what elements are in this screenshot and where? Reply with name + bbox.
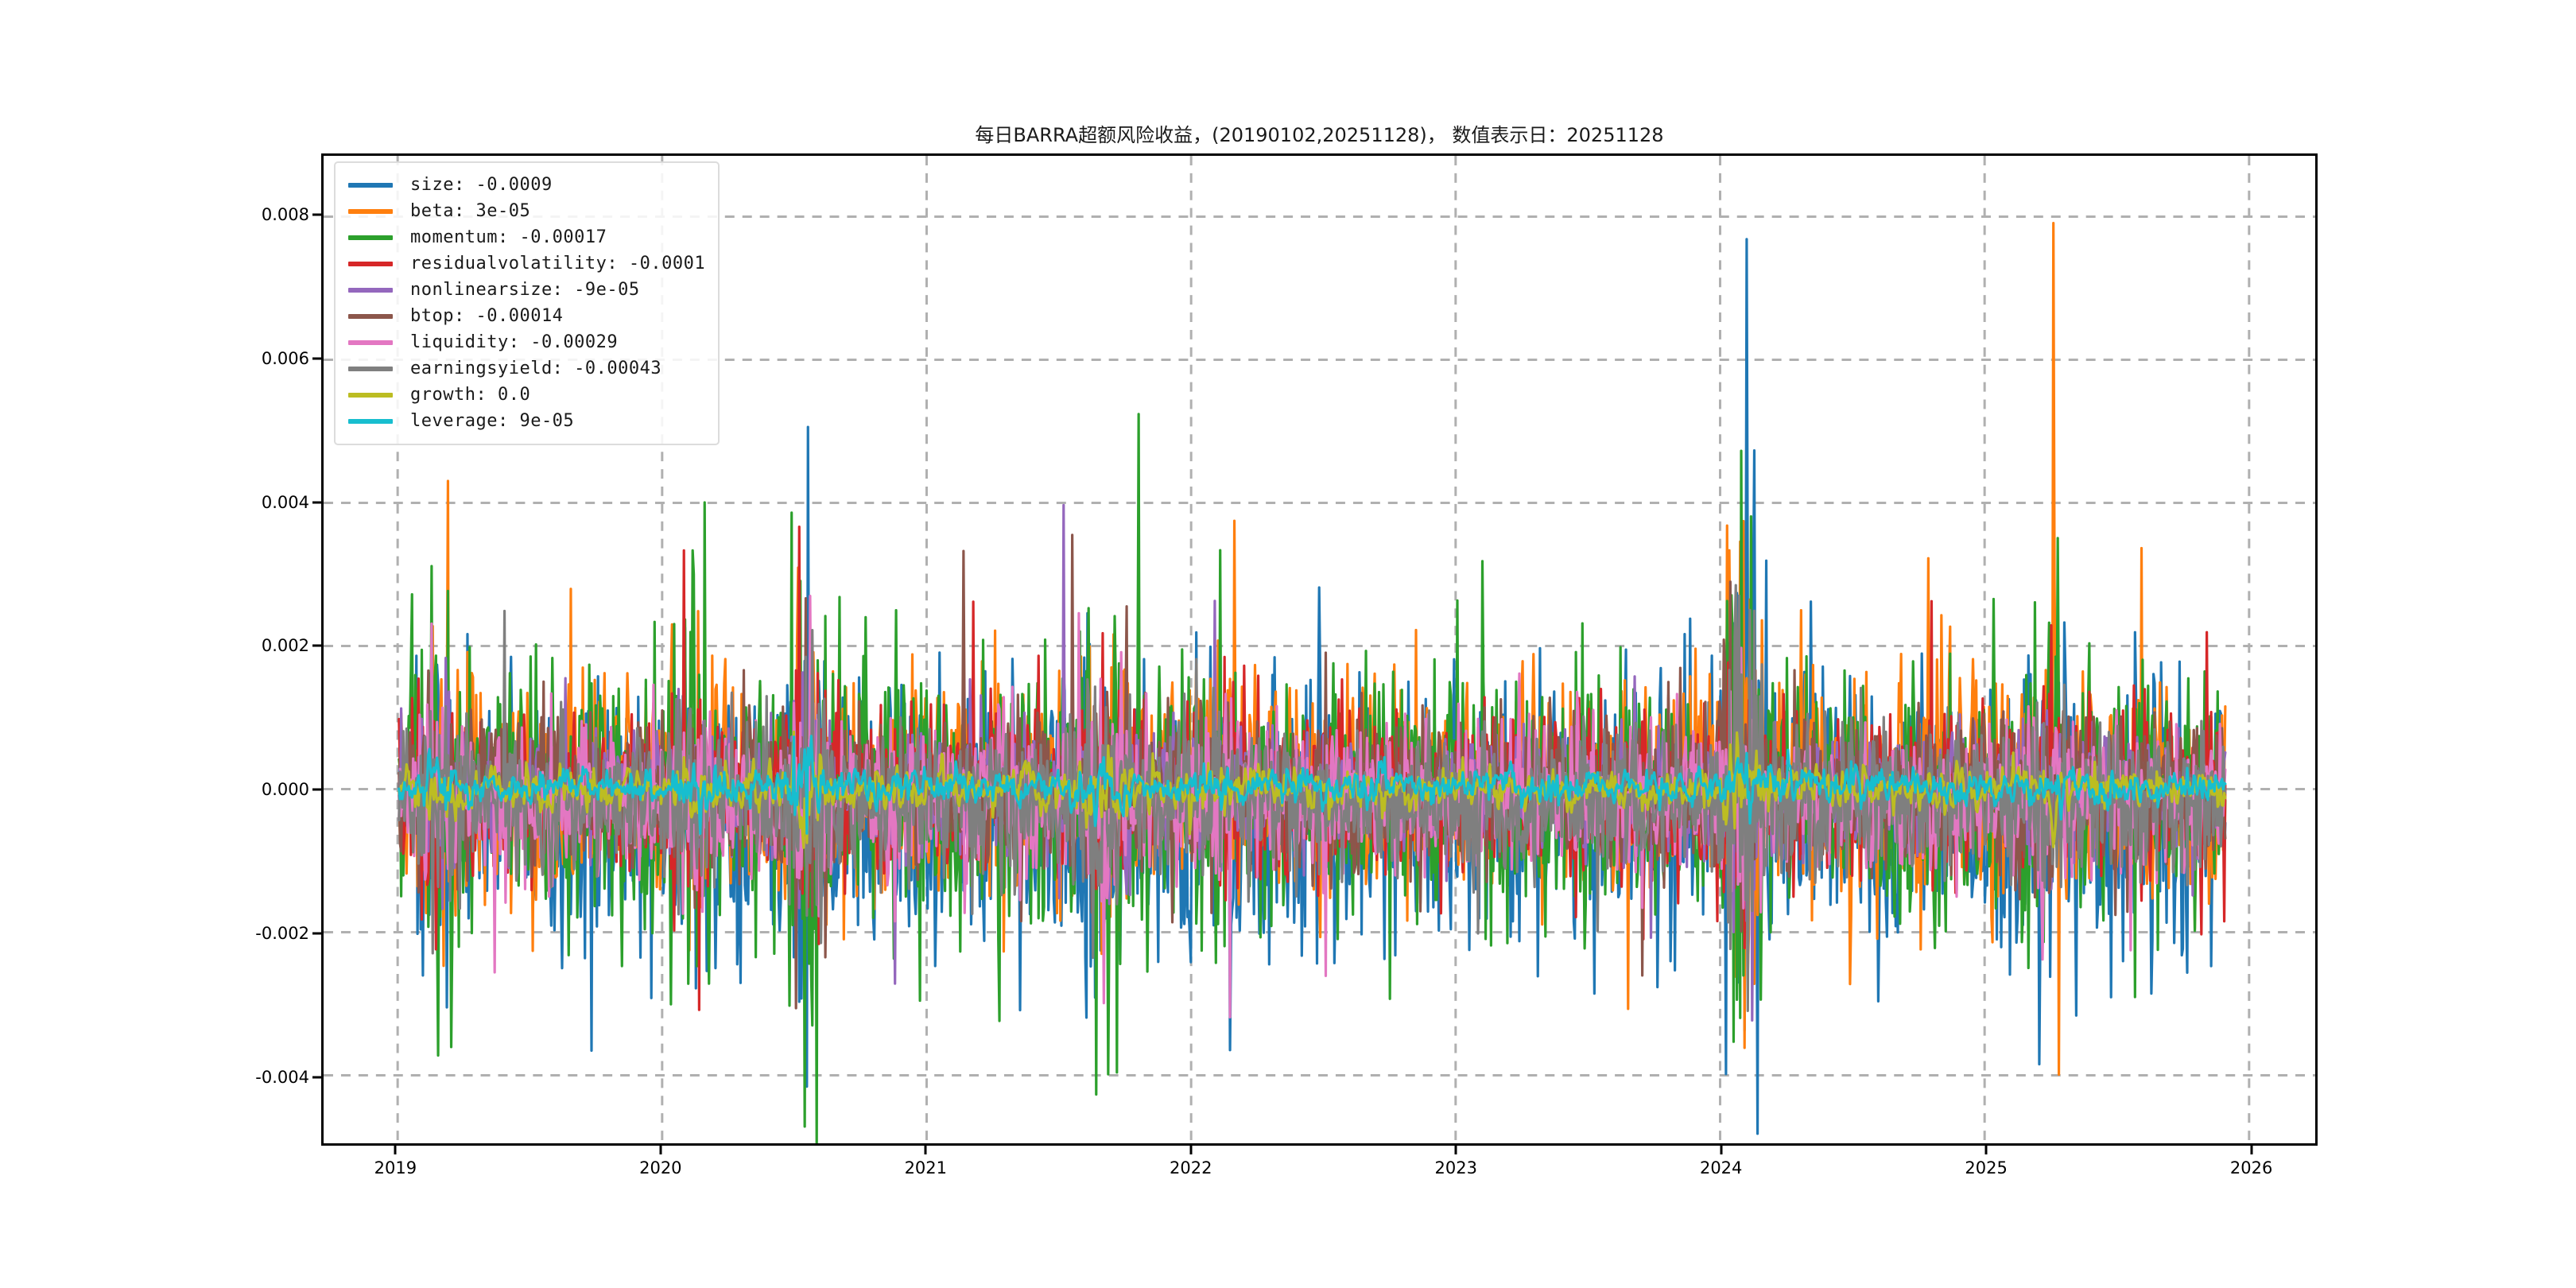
legend-swatch-nonlinearsize xyxy=(348,287,393,293)
y-tick-mark xyxy=(312,1076,321,1079)
legend-label: leverage: 9e-05 xyxy=(410,411,575,431)
x-tick-mark xyxy=(1454,1146,1457,1154)
y-tick-label: 0.000 xyxy=(261,780,309,800)
x-tick-mark xyxy=(394,1146,397,1154)
x-tick-label: 2025 xyxy=(1965,1158,2008,1177)
y-tick-mark xyxy=(312,213,321,216)
legend-item-btop[interactable]: btop: -0.00014 xyxy=(348,303,705,329)
x-tick-label: 2024 xyxy=(1699,1158,1743,1177)
legend-item-nonlinearsize[interactable]: nonlinearsize: -9e-05 xyxy=(348,277,705,303)
legend-swatch-size xyxy=(348,182,393,188)
legend-label: nonlinearsize: -9e-05 xyxy=(410,280,640,300)
legend-label: btop: -0.00014 xyxy=(410,306,564,326)
page-title: 每日BARRA超额风险收益，(20190102,20251128)， 数值表示日… xyxy=(975,124,1664,146)
chart-legend[interactable]: size: -0.0009 beta: 3e-05 momentum: -0.000… xyxy=(334,161,720,445)
y-tick-label: 0.002 xyxy=(261,636,309,656)
series-line-growth xyxy=(398,730,2227,849)
y-tick-label: 0.004 xyxy=(261,492,309,512)
legend-swatch-btop xyxy=(348,313,393,319)
legend-label: momentum: -0.00017 xyxy=(410,227,607,247)
legend-swatch-residualvolatility xyxy=(348,261,393,266)
x-tick-label: 2021 xyxy=(904,1158,948,1177)
y-tick-mark xyxy=(312,357,321,360)
legend-item-momentum[interactable]: momentum: -0.00017 xyxy=(348,224,705,250)
x-tick-mark xyxy=(659,1146,662,1154)
x-tick-label: 2019 xyxy=(374,1158,417,1177)
legend-swatch-liquidity xyxy=(348,339,393,345)
y-tick-mark xyxy=(312,932,321,935)
legend-item-size[interactable]: size: -0.0009 xyxy=(348,172,705,198)
x-tick-mark xyxy=(1720,1146,1723,1154)
legend-item-beta[interactable]: beta: 3e-05 xyxy=(348,198,705,224)
legend-swatch-beta xyxy=(348,208,393,214)
legend-swatch-leverage xyxy=(348,418,393,424)
y-tick-mark xyxy=(312,644,321,647)
x-tick-label: 2020 xyxy=(639,1158,682,1177)
series-line-leverage xyxy=(398,735,2227,836)
legend-item-liquidity[interactable]: liquidity: -0.00029 xyxy=(348,329,705,355)
y-tick-label: -0.004 xyxy=(255,1068,309,1088)
x-tick-mark xyxy=(1984,1146,1988,1154)
x-tick-label: 2022 xyxy=(1170,1158,1212,1177)
legend-swatch-momentum xyxy=(348,235,393,240)
y-tick-mark xyxy=(312,788,321,791)
legend-item-growth[interactable]: growth: 0.0 xyxy=(348,382,705,408)
y-tick-label: 0.006 xyxy=(261,348,309,368)
x-tick-label: 2026 xyxy=(2229,1158,2273,1177)
y-tick-mark xyxy=(312,501,321,504)
legend-label: residualvolatility: -0.0001 xyxy=(410,254,706,274)
legend-label: beta: 3e-05 xyxy=(410,201,531,221)
x-tick-label: 2023 xyxy=(1434,1158,1477,1177)
series-lines xyxy=(398,221,2227,1143)
y-tick-label: 0.008 xyxy=(261,204,309,224)
x-tick-mark xyxy=(2250,1146,2253,1154)
legend-swatch-earningsyield xyxy=(348,366,393,371)
legend-label: liquidity: -0.00029 xyxy=(410,332,619,352)
y-tick-label: -0.002 xyxy=(255,924,309,944)
legend-item-earningsyield[interactable]: earningsyield: -0.00043 xyxy=(348,355,705,382)
legend-item-residualvolatility[interactable]: residualvolatility: -0.0001 xyxy=(348,250,705,277)
legend-label: size: -0.0009 xyxy=(410,175,553,195)
legend-swatch-growth xyxy=(348,392,393,398)
legend-item-leverage[interactable]: leverage: 9e-05 xyxy=(348,408,705,434)
x-tick-mark xyxy=(1189,1146,1193,1154)
legend-label: growth: 0.0 xyxy=(410,385,531,405)
x-tick-mark xyxy=(924,1146,927,1154)
legend-label: earningsyield: -0.00043 xyxy=(410,359,662,378)
